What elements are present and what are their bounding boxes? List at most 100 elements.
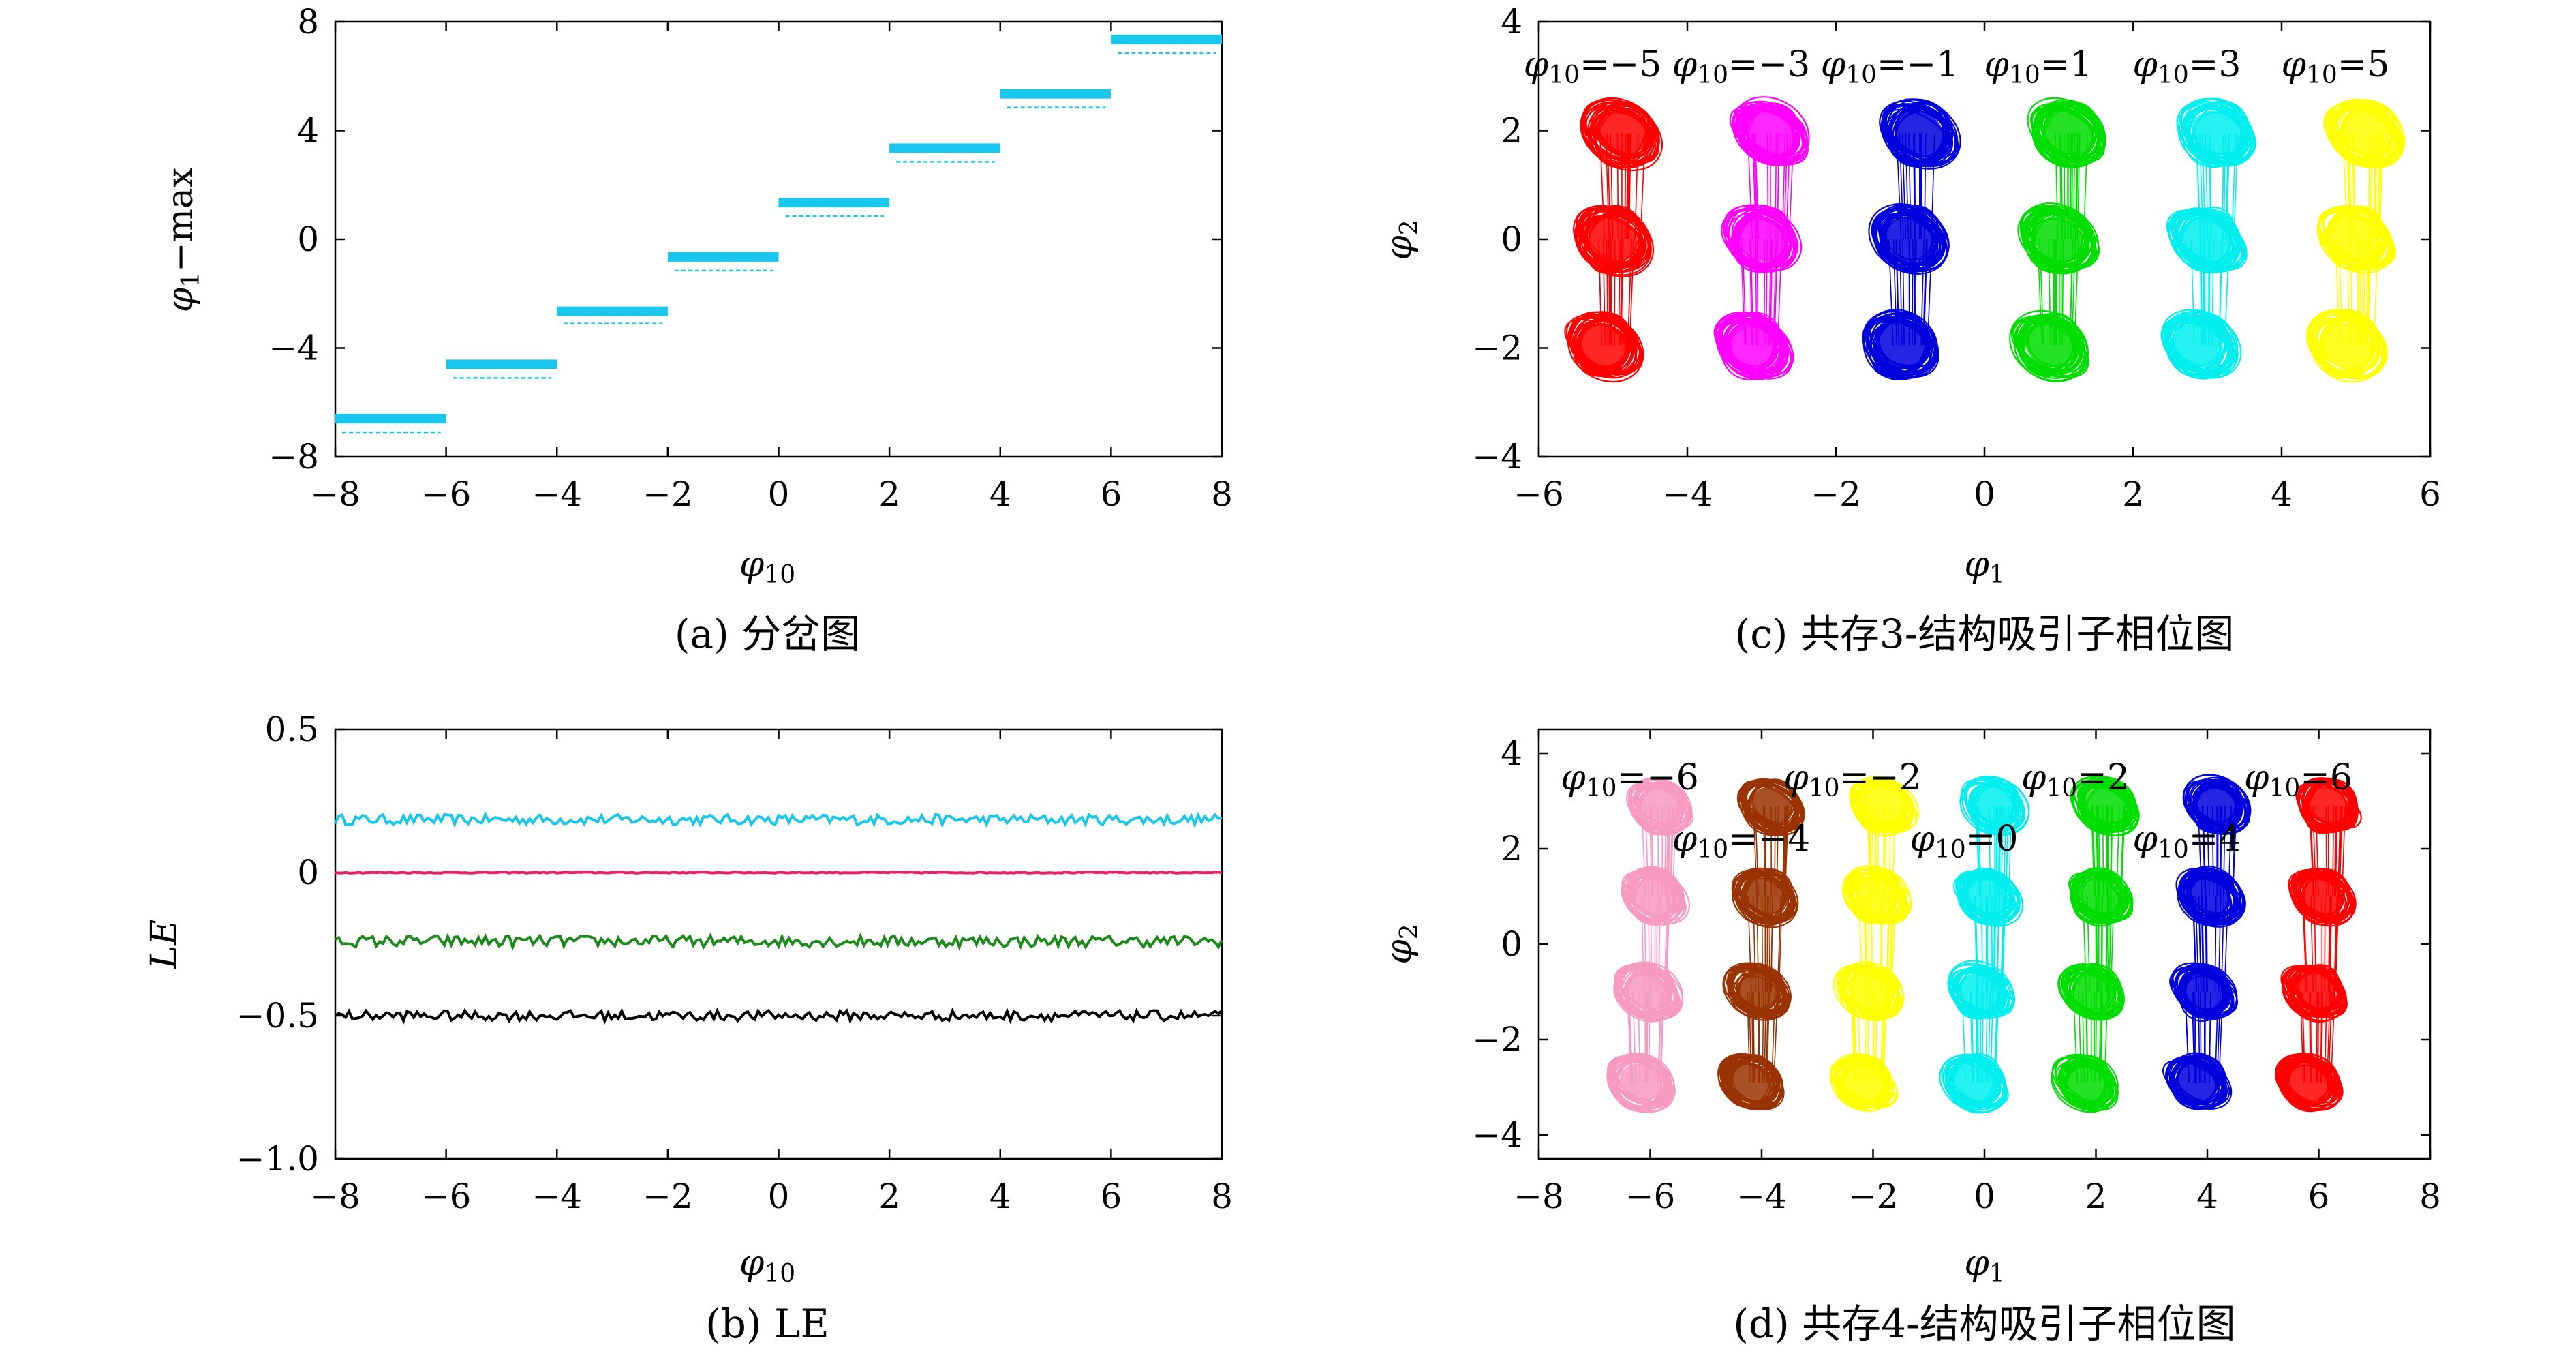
attractor-lobe: [2065, 1063, 2106, 1102]
attractor-orbit: [2020, 313, 2084, 376]
attractor-orbit: [1568, 315, 1643, 376]
x-tick-label-b: −2: [643, 1177, 693, 1216]
x-tick-label-a: 4: [990, 474, 1011, 514]
attractor-orbit: [1580, 207, 1649, 267]
x-tick-label-a: −4: [532, 474, 582, 514]
y-tick-label-c: 4: [1501, 2, 1522, 42]
attractor-lobe: [1731, 1063, 1773, 1102]
attractor: [1939, 775, 2030, 1114]
x-tick-label-d: 6: [2308, 1177, 2330, 1216]
attractor-orbit: [2064, 1056, 2111, 1106]
x-axis-label-b: φ10: [739, 1243, 795, 1288]
y-tick-label-c: 2: [1501, 111, 1522, 151]
attractor-lobe: [2322, 322, 2372, 368]
y-tick-label-d: 0: [1501, 924, 1522, 964]
le-series-line: [335, 871, 1223, 875]
attractor-lobe: [1849, 973, 1890, 1011]
x-tick-label-a: 8: [1211, 474, 1233, 514]
attractor: [1862, 98, 1961, 381]
attractor-transition: [1627, 133, 1629, 240]
attractor-orbit: [1725, 207, 1798, 269]
attractor-lobe: [1728, 322, 1777, 368]
attractor-lobe: [1877, 322, 1926, 368]
attractor-orbit: [1952, 970, 2006, 1017]
y-tick-label-c: 0: [1501, 220, 1522, 259]
attractor-orbit: [2175, 868, 2242, 922]
attractor-orbit: [2163, 315, 2235, 372]
attractor-lobe: [1619, 1063, 1661, 1102]
attractor-orbit: [1571, 315, 1638, 378]
attractor: [2306, 98, 2406, 383]
attractor-transition: [1626, 133, 1629, 240]
bifurcation-band: [557, 306, 668, 316]
attractor-lobe: [1842, 1063, 1884, 1102]
y-tick-label-a: −8: [269, 437, 319, 476]
attractor-orbit: [2066, 971, 2116, 1016]
attractor-orbit: [2289, 965, 2344, 1018]
attractor-label: φ10=−6: [1561, 757, 1698, 802]
x-axis-label-a: φ10: [739, 544, 795, 589]
attractor-orbit: [1963, 781, 2025, 829]
attractor-orbit: [1843, 868, 1905, 924]
attractor-label: φ10=6: [2244, 757, 2352, 802]
x-tick-label-d: 0: [1974, 1177, 1995, 1216]
bifurcation-band: [1111, 34, 1222, 44]
attractor-orbit: [2188, 108, 2245, 159]
attractor: [2160, 97, 2256, 380]
x-tick-label-a: 6: [1100, 474, 1122, 514]
attractor-label: φ10=−3: [1672, 44, 1810, 89]
attractor-orbit: [1717, 1053, 1783, 1110]
y-axis-label-c: φ2: [1379, 220, 1424, 260]
x-tick-label-d: 8: [2419, 1177, 2441, 1216]
y-tick-label-b: 0: [297, 853, 319, 892]
y-tick-label-a: 4: [297, 111, 319, 151]
attractor-lobe: [1856, 877, 1897, 915]
attractor-transition: [1666, 896, 1670, 993]
x-tick-label-d: 4: [2196, 1177, 2218, 1216]
attractor-orbit: [1841, 963, 1905, 1018]
attractor-orbit: [2025, 213, 2094, 271]
bifurcation-band: [446, 359, 557, 369]
x-tick-label-d: −8: [1514, 1177, 1564, 1216]
attractor-orbit: [2320, 316, 2379, 375]
attractor-orbit: [1614, 962, 1678, 1020]
y-tick-label-a: 0: [297, 220, 319, 259]
y-tick-label-d: 4: [1501, 733, 1522, 773]
attractor-lobe: [1954, 1063, 1995, 1102]
attractor-orbit: [2179, 968, 2229, 1018]
attractor-orbit: [1623, 867, 1682, 922]
attractor-orbit: [2325, 215, 2390, 271]
x-tick-label-b: 8: [1211, 1177, 1233, 1216]
attractor-label: φ10=1: [1984, 44, 2093, 89]
x-tick-label-b: 4: [990, 1177, 1011, 1216]
x-tick-label-a: 0: [768, 474, 790, 514]
plot-frame-c: [1537, 20, 2432, 458]
y-tick-label-a: −4: [269, 329, 319, 368]
attractor-orbit: [1961, 775, 2030, 836]
bifurcation-band: [889, 143, 1000, 153]
panel-d: −8 −6 −4 −2 0 2 4 6 8 −4 −2 0 2 4 φ1 φ2 (d) 共存4-结构吸引子相位图…: [1379, 728, 2441, 1347]
attractor-orbit: [1608, 1053, 1676, 1113]
le-series-line: [334, 811, 1223, 829]
attractor-orbit: [1721, 1058, 1785, 1111]
attractor-transition: [2367, 239, 2372, 346]
x-tick-label-a: −6: [421, 474, 472, 514]
attractor-label: φ10=−5: [1524, 44, 1661, 89]
attractor-orbit: [2185, 779, 2250, 835]
y-tick-label-b: −1.0: [236, 1139, 319, 1179]
caption-b: (b) LE: [705, 1301, 829, 1347]
attractor-orbit: [1593, 108, 1653, 164]
x-tick-label-a: −8: [310, 474, 361, 514]
attractor-orbit: [1740, 871, 1792, 924]
attractor-orbit: [1739, 781, 1802, 832]
caption-a: (a) 分岔图: [675, 611, 860, 657]
attractor: [2274, 777, 2362, 1113]
x-tick-label-c: 0: [1974, 474, 1995, 514]
attractor-label: φ10=5: [2282, 44, 2390, 89]
le-series-line: [334, 1007, 1223, 1025]
attractor: [2051, 776, 2140, 1113]
x-tick-label-c: −2: [1811, 474, 1861, 514]
attractor-orbit: [1880, 98, 1961, 170]
y-tick-label-b: 0.5: [264, 710, 319, 749]
